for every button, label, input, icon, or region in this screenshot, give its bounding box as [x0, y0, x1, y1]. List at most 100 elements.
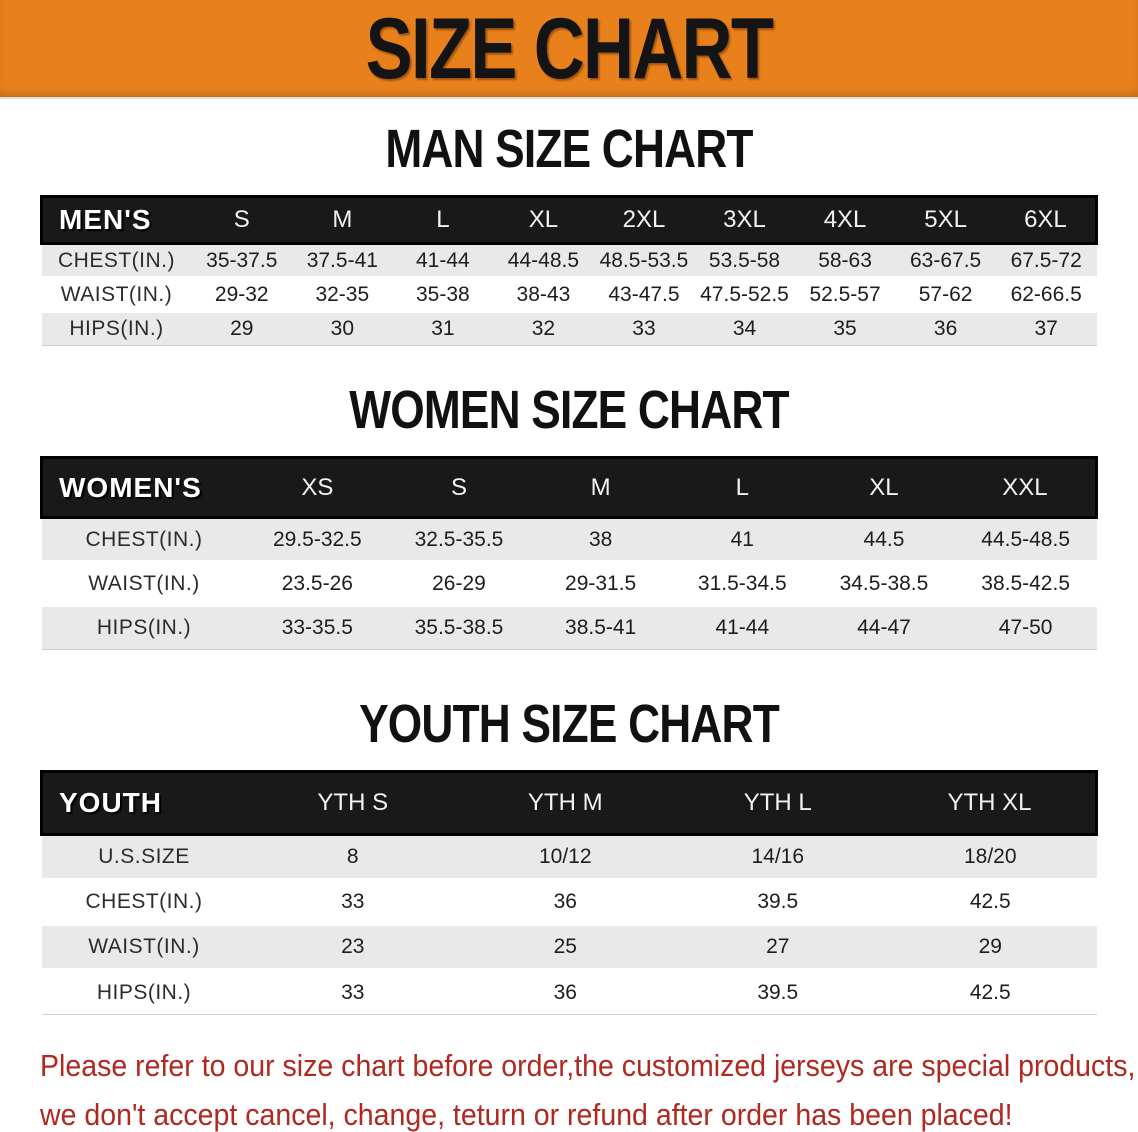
women-section-heading: WOMEN SIZE CHART — [0, 380, 1138, 440]
value-cell: 31 — [431, 317, 455, 340]
youth-size-col-m: YTH M — [527, 789, 603, 816]
value-cell: 31.5-34.5 — [697, 571, 787, 595]
order-policy-note: Please refer to our size chart before or… — [40, 1041, 1138, 1132]
men-size-col-s: S — [233, 206, 250, 233]
row-label: WAIST(IN.) — [88, 935, 200, 958]
value-cell: 47.5-52.5 — [700, 282, 789, 306]
value-cell: 33-35.5 — [281, 616, 353, 639]
women-size-col-m: M — [590, 473, 611, 501]
order-policy-line-1: Please refer to our size chart before or… — [40, 1048, 1136, 1083]
value-cell: 25 — [553, 935, 577, 958]
youth-size-col-s: YTH S — [317, 789, 389, 816]
order-policy-line-2: we don't accept cancel, change, teturn o… — [40, 1097, 1013, 1132]
value-cell: 57-62 — [918, 282, 973, 306]
value-cell: 35-37.5 — [206, 248, 278, 272]
youth-section-heading: YOUTH SIZE CHART — [0, 694, 1138, 754]
youth-section-heading-text: YOUTH SIZE CHART — [359, 694, 780, 754]
value-cell: 34.5-38.5 — [839, 571, 929, 595]
value-cell: 37 — [1034, 317, 1058, 340]
men-size-col-4xl: 4XL — [823, 206, 867, 233]
men-size-col-xl: XL — [528, 206, 559, 233]
value-cell: 23.5-26 — [281, 571, 353, 595]
men-size-chart-section: MAN SIZE CHART MEN'S S M L XL 2XL 3XL 4X… — [0, 119, 1138, 346]
value-cell: 41-44 — [416, 248, 470, 272]
row-label: CHEST(IN.) — [85, 527, 203, 551]
women-size-col-xxl: XXL — [1002, 473, 1048, 501]
value-cell: 43-47.5 — [608, 282, 680, 306]
value-cell: 23 — [341, 935, 365, 958]
value-cell: 8 — [346, 845, 359, 868]
youth-chest-row: CHEST(IN.) 33 36 39.5 42.5 — [41, 879, 1097, 925]
value-cell: 44-47 — [857, 616, 911, 639]
value-cell: 39.5 — [757, 890, 799, 913]
value-cell: 52.5-57 — [809, 282, 881, 306]
youth-hips-row: HIPS(IN.) 33 36 39.5 42.5 — [41, 969, 1097, 1015]
row-label: HIPS(IN.) — [69, 317, 164, 340]
value-cell: 35-38 — [416, 282, 470, 306]
value-cell: 36 — [933, 317, 958, 340]
value-cell: 27 — [766, 935, 790, 958]
men-section-heading-text: MAN SIZE CHART — [385, 119, 753, 179]
row-label: WAIST(IN.) — [60, 282, 173, 306]
value-cell: 29 — [978, 935, 1002, 958]
men-size-col-l: L — [436, 206, 450, 233]
men-chest-row: CHEST(IN.) 35-37.5 37.5-41 41-44 44-48.5… — [41, 243, 1097, 278]
value-cell: 18/20 — [963, 845, 1017, 868]
value-cell: 32-35 — [315, 282, 370, 306]
row-label: HIPS(IN.) — [96, 616, 192, 639]
value-cell: 62-66.5 — [1010, 282, 1082, 306]
youth-us-size-row: U.S.SIZE 8 10/12 14/16 18/20 — [41, 834, 1097, 880]
men-waist-row: WAIST(IN.) 29-32 32-35 35-38 38-43 43-47… — [41, 277, 1097, 312]
banner-title: SIZE CHART — [365, 0, 774, 97]
value-cell: 53.5-58 — [708, 248, 781, 272]
value-cell: 41 — [730, 527, 754, 551]
value-cell: 67.5-72 — [1010, 248, 1082, 272]
value-cell: 14/16 — [751, 845, 805, 868]
row-label: CHEST(IN.) — [85, 890, 203, 913]
value-cell: 44.5-48.5 — [981, 527, 1071, 551]
men-size-col-3xl: 3XL — [723, 206, 766, 233]
men-hips-row: HIPS(IN.) 29 30 31 32 33 34 35 36 37 — [41, 311, 1097, 346]
value-cell: 30 — [330, 317, 354, 340]
men-group-label: MEN'S — [59, 204, 152, 235]
value-cell: 35.5-38.5 — [414, 616, 504, 639]
value-cell: 38-43 — [516, 282, 571, 306]
row-label: WAIST(IN.) — [88, 571, 200, 595]
value-cell: 38 — [588, 527, 613, 551]
youth-waist-row: WAIST(IN.) 23 25 27 29 — [41, 924, 1097, 970]
value-cell: 48.5-53.5 — [599, 248, 689, 272]
women-size-chart-section: WOMEN SIZE CHART WOMEN'S XS S M L XL XXL… — [0, 380, 1138, 650]
youth-size-col-l: YTH L — [743, 789, 812, 816]
value-cell: 39.5 — [757, 980, 799, 1004]
women-waist-row: WAIST(IN.) 23.5-26 26-29 29-31.5 31.5-34… — [41, 561, 1097, 606]
value-cell: 47-50 — [998, 616, 1053, 639]
women-size-table: WOMEN'S XS S M L XL XXL CHEST(IN.) 29.5-… — [40, 456, 1098, 650]
youth-size-chart-section: YOUTH SIZE CHART YOUTH YTH S YTH M YTH L… — [0, 694, 1138, 1015]
women-size-col-xl: XL — [869, 473, 899, 501]
men-section-heading: MAN SIZE CHART — [0, 119, 1138, 179]
value-cell: 42.5 — [969, 890, 1011, 913]
women-hips-row: HIPS(IN.) 33-35.5 35.5-38.5 38.5-41 41-4… — [41, 605, 1097, 650]
women-group-label: WOMEN'S — [59, 471, 202, 503]
value-cell: 42.5 — [969, 980, 1011, 1004]
value-cell: 44.5 — [863, 527, 905, 551]
youth-size-col-xl: YTH XL — [947, 789, 1032, 816]
value-cell: 38.5-41 — [565, 616, 637, 639]
value-cell: 33 — [341, 980, 365, 1004]
value-cell: 41-44 — [715, 616, 770, 639]
value-cell: 36 — [553, 980, 577, 1004]
men-size-col-m: M — [332, 206, 353, 233]
value-cell: 37.5-41 — [306, 248, 378, 272]
value-cell: 35 — [833, 317, 857, 340]
men-table-header-row: MEN'S S M L XL 2XL 3XL 4XL 5XL 6XL — [41, 196, 1097, 244]
size-chart-banner: SIZE CHART — [0, 0, 1138, 97]
row-label: HIPS(IN.) — [96, 980, 192, 1004]
value-cell: 36 — [553, 890, 577, 913]
value-cell: 29-31.5 — [565, 571, 637, 595]
value-cell: 58-63 — [818, 248, 872, 272]
women-section-heading-text: WOMEN SIZE CHART — [349, 380, 789, 440]
value-cell: 34 — [732, 317, 757, 340]
value-cell: 32 — [531, 317, 556, 340]
value-cell: 63-67.5 — [909, 248, 982, 272]
women-table-header-row: WOMEN'S XS S M L XL XXL — [41, 457, 1097, 518]
